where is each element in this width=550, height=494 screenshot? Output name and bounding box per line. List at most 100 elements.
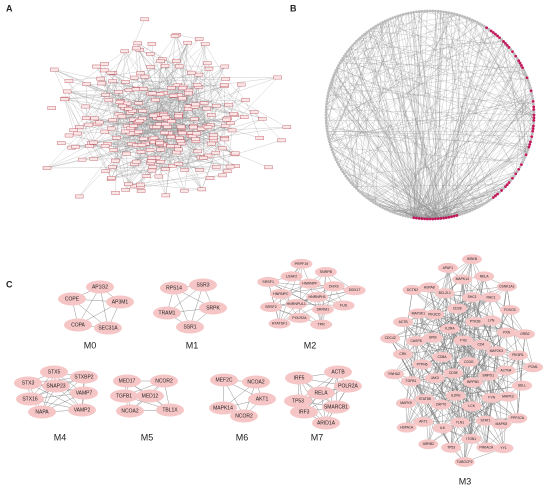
node <box>331 150 335 154</box>
node <box>64 133 74 138</box>
node <box>388 209 392 213</box>
node-label: ARID1A <box>317 420 336 426</box>
node <box>161 193 171 198</box>
edge <box>402 321 456 396</box>
node <box>249 110 259 114</box>
node <box>322 281 345 292</box>
node <box>431 399 452 410</box>
edge <box>464 95 533 214</box>
node <box>332 300 355 311</box>
node <box>351 183 355 186</box>
node <box>166 144 175 148</box>
module: STX5 STXBP2 STX3 SNAP23 VAMP7 STX16 VAMP2 NAPA M… <box>14 365 98 442</box>
edge <box>140 108 207 191</box>
node <box>491 196 495 199</box>
node <box>333 71 337 75</box>
node-label: LYN <box>488 318 495 322</box>
node <box>225 164 235 169</box>
node-label: TRAM1 <box>159 310 176 316</box>
node-label: PCM1 <box>528 365 538 369</box>
edge <box>424 29 490 219</box>
edge <box>366 197 414 218</box>
edge <box>122 105 236 167</box>
node-label: TUBGCP2 <box>457 460 473 464</box>
node <box>478 204 482 208</box>
node <box>335 66 339 70</box>
node-label: FUS <box>340 303 348 307</box>
node <box>359 190 362 194</box>
node <box>470 208 474 212</box>
edge <box>342 58 433 220</box>
edge <box>344 47 510 175</box>
node <box>220 137 230 142</box>
node <box>524 153 528 157</box>
node <box>442 10 445 14</box>
node <box>332 153 336 157</box>
node <box>161 115 170 120</box>
node-label: STAT5B <box>419 397 432 401</box>
edge <box>342 58 436 219</box>
edge <box>441 356 443 429</box>
module-label: M2 <box>304 340 317 350</box>
node-label: DHX9 <box>329 284 339 288</box>
node <box>307 386 335 400</box>
node <box>298 278 321 289</box>
node-label: CASP8 <box>410 339 421 343</box>
node <box>97 81 106 86</box>
node <box>151 98 160 102</box>
node <box>460 212 464 216</box>
edge <box>403 321 464 341</box>
edge <box>413 11 439 218</box>
node <box>346 176 349 180</box>
edge <box>366 93 532 198</box>
node <box>167 86 176 90</box>
node <box>218 146 227 151</box>
node <box>327 137 331 141</box>
node <box>140 17 149 22</box>
node <box>344 52 348 56</box>
node <box>460 14 464 18</box>
edge <box>479 23 534 121</box>
node <box>335 160 339 164</box>
node <box>89 157 99 161</box>
node <box>420 217 424 221</box>
edge <box>350 182 425 219</box>
edge <box>112 73 159 115</box>
node <box>470 18 474 22</box>
node <box>148 165 158 169</box>
node <box>199 301 227 315</box>
node <box>90 116 99 121</box>
edge <box>349 49 428 220</box>
edge <box>423 418 518 423</box>
node <box>192 131 201 136</box>
node <box>167 119 176 124</box>
node <box>450 11 454 15</box>
node <box>525 150 529 154</box>
node <box>381 206 385 210</box>
node <box>176 124 186 129</box>
node <box>443 368 464 379</box>
edge <box>326 23 480 129</box>
node <box>529 89 533 93</box>
edge <box>415 340 469 363</box>
node-label: IKBKB <box>467 257 478 261</box>
node <box>357 38 360 41</box>
node <box>310 319 333 330</box>
node <box>349 181 353 184</box>
edge <box>104 63 170 134</box>
node <box>519 63 523 67</box>
node <box>361 34 364 38</box>
edge <box>136 48 142 152</box>
edge <box>160 42 188 119</box>
edge <box>341 14 404 61</box>
node <box>517 59 521 63</box>
node <box>100 129 109 134</box>
edge <box>178 68 210 96</box>
node-label: SELL <box>518 383 526 387</box>
node-label: BCL2L1 <box>439 291 451 295</box>
edge <box>435 32 494 219</box>
edge <box>446 17 468 218</box>
edge <box>349 49 370 200</box>
node <box>412 216 416 220</box>
